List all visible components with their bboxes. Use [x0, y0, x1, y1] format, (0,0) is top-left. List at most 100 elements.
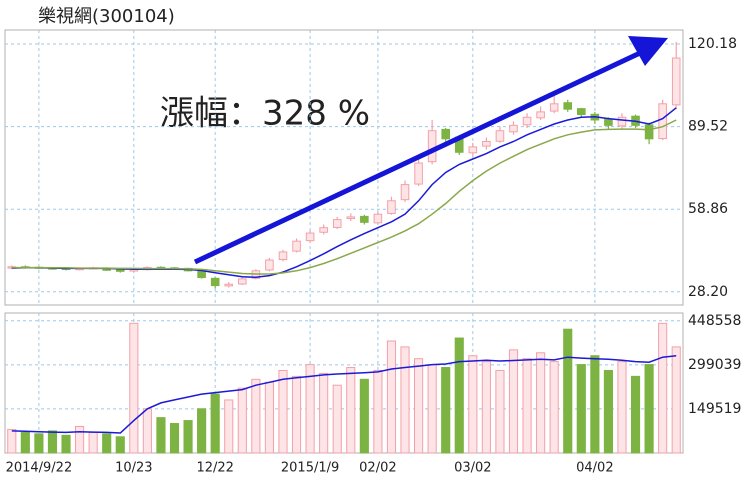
volume-bar [183, 420, 193, 454]
volume-bar [508, 349, 519, 454]
candle-body [509, 124, 518, 133]
volume-bar [210, 393, 220, 454]
volume-bar [590, 355, 600, 454]
y-tick-label: 58.86 [688, 201, 728, 217]
y-tick-label: 28.20 [688, 284, 728, 300]
volume-bar [495, 369, 505, 454]
candle-body [238, 278, 247, 285]
ma-line [11, 354, 677, 434]
candle-body [278, 251, 288, 260]
volume-bar [427, 364, 437, 454]
candle-body [482, 141, 491, 147]
volume-bar [346, 367, 356, 454]
volume-bar [536, 352, 546, 454]
volume-bar [658, 322, 668, 454]
volume-bar [291, 375, 302, 454]
volume-bar [34, 433, 44, 454]
candle-body [522, 116, 532, 126]
volume-bar [414, 358, 424, 454]
y-tick-label: 299039 [688, 357, 741, 373]
volume-bar [61, 434, 71, 454]
candle-body [387, 200, 396, 214]
ma-line [11, 119, 677, 275]
volume-bar [142, 408, 152, 454]
volume-bar [88, 431, 98, 454]
candle-body [468, 146, 478, 154]
x-tick-label: 10/23 [115, 461, 152, 476]
x-tick-label: 03/02 [454, 461, 491, 476]
price-panel [4, 29, 684, 306]
volume-bar [7, 428, 17, 454]
volume-bar [332, 384, 342, 454]
candle-body [563, 102, 573, 110]
candle-body [644, 124, 654, 140]
volume-bar [617, 361, 627, 454]
volume-bar [47, 430, 58, 454]
candle-body [495, 130, 505, 142]
candle-body [671, 57, 681, 106]
candle-body [346, 216, 356, 220]
x-tick-label: 04/02 [576, 461, 613, 476]
volume-bar [115, 436, 125, 454]
volume-bar [319, 372, 329, 454]
volume-bar [224, 399, 234, 454]
candle-body [115, 269, 125, 272]
volume-bar [386, 340, 397, 454]
volume-bar [671, 346, 681, 454]
volume-bar [603, 369, 613, 454]
volume-bar [644, 364, 654, 454]
trend-arrow [193, 50, 642, 265]
volume-bar [630, 375, 641, 454]
volume-bar [563, 328, 573, 454]
candle-body [224, 283, 234, 287]
candle-body [210, 277, 220, 287]
candle-body [604, 118, 613, 126]
candle-body [549, 103, 559, 112]
volume-bar [197, 408, 207, 454]
volume-bar [454, 337, 464, 454]
x-tick-label: 2014/9/22 [6, 461, 73, 476]
candle-body [414, 162, 423, 185]
volume-bar [75, 425, 85, 454]
chart-title: 樂視網(300104) [38, 6, 175, 27]
volume-bar [237, 387, 247, 454]
annotation: 漲幅：328 % [160, 94, 370, 134]
volume-bar [169, 423, 180, 454]
candle-body [360, 215, 369, 223]
volume-bar [305, 364, 315, 454]
candle-body [265, 259, 274, 271]
candle-body [332, 219, 342, 228]
candle-body [617, 116, 627, 127]
volume-bar [20, 431, 30, 454]
candle-body [427, 130, 437, 163]
volume-bar [102, 433, 112, 454]
candle-body [305, 232, 315, 242]
candle-body [319, 227, 328, 233]
volume-bar [441, 367, 451, 454]
volume-bar [264, 381, 274, 454]
volume-bar [278, 369, 288, 454]
volume-bar [251, 378, 261, 454]
y-tick-label: 149519 [688, 401, 741, 417]
volume-bar [522, 358, 532, 454]
volume-bar [400, 346, 410, 454]
volume-bar [129, 322, 139, 454]
y-tick-label: 89.52 [688, 119, 728, 135]
y-tick-label: 120.18 [688, 36, 737, 52]
volume-bar [156, 417, 166, 454]
volume-bar [359, 378, 369, 454]
arrow-head [628, 36, 668, 66]
candle-body [441, 128, 450, 140]
volume-bar [373, 369, 383, 454]
x-tick-label: 12/22 [196, 461, 233, 476]
x-tick-label: 02/02 [359, 461, 396, 476]
candle-body [577, 108, 586, 116]
candle-body [292, 240, 301, 252]
x-tick-label: 2015/1/9 [281, 461, 339, 476]
volume-bar [549, 361, 559, 454]
candle-body [658, 103, 667, 140]
candle-body [197, 270, 206, 279]
candle-body [373, 213, 383, 224]
